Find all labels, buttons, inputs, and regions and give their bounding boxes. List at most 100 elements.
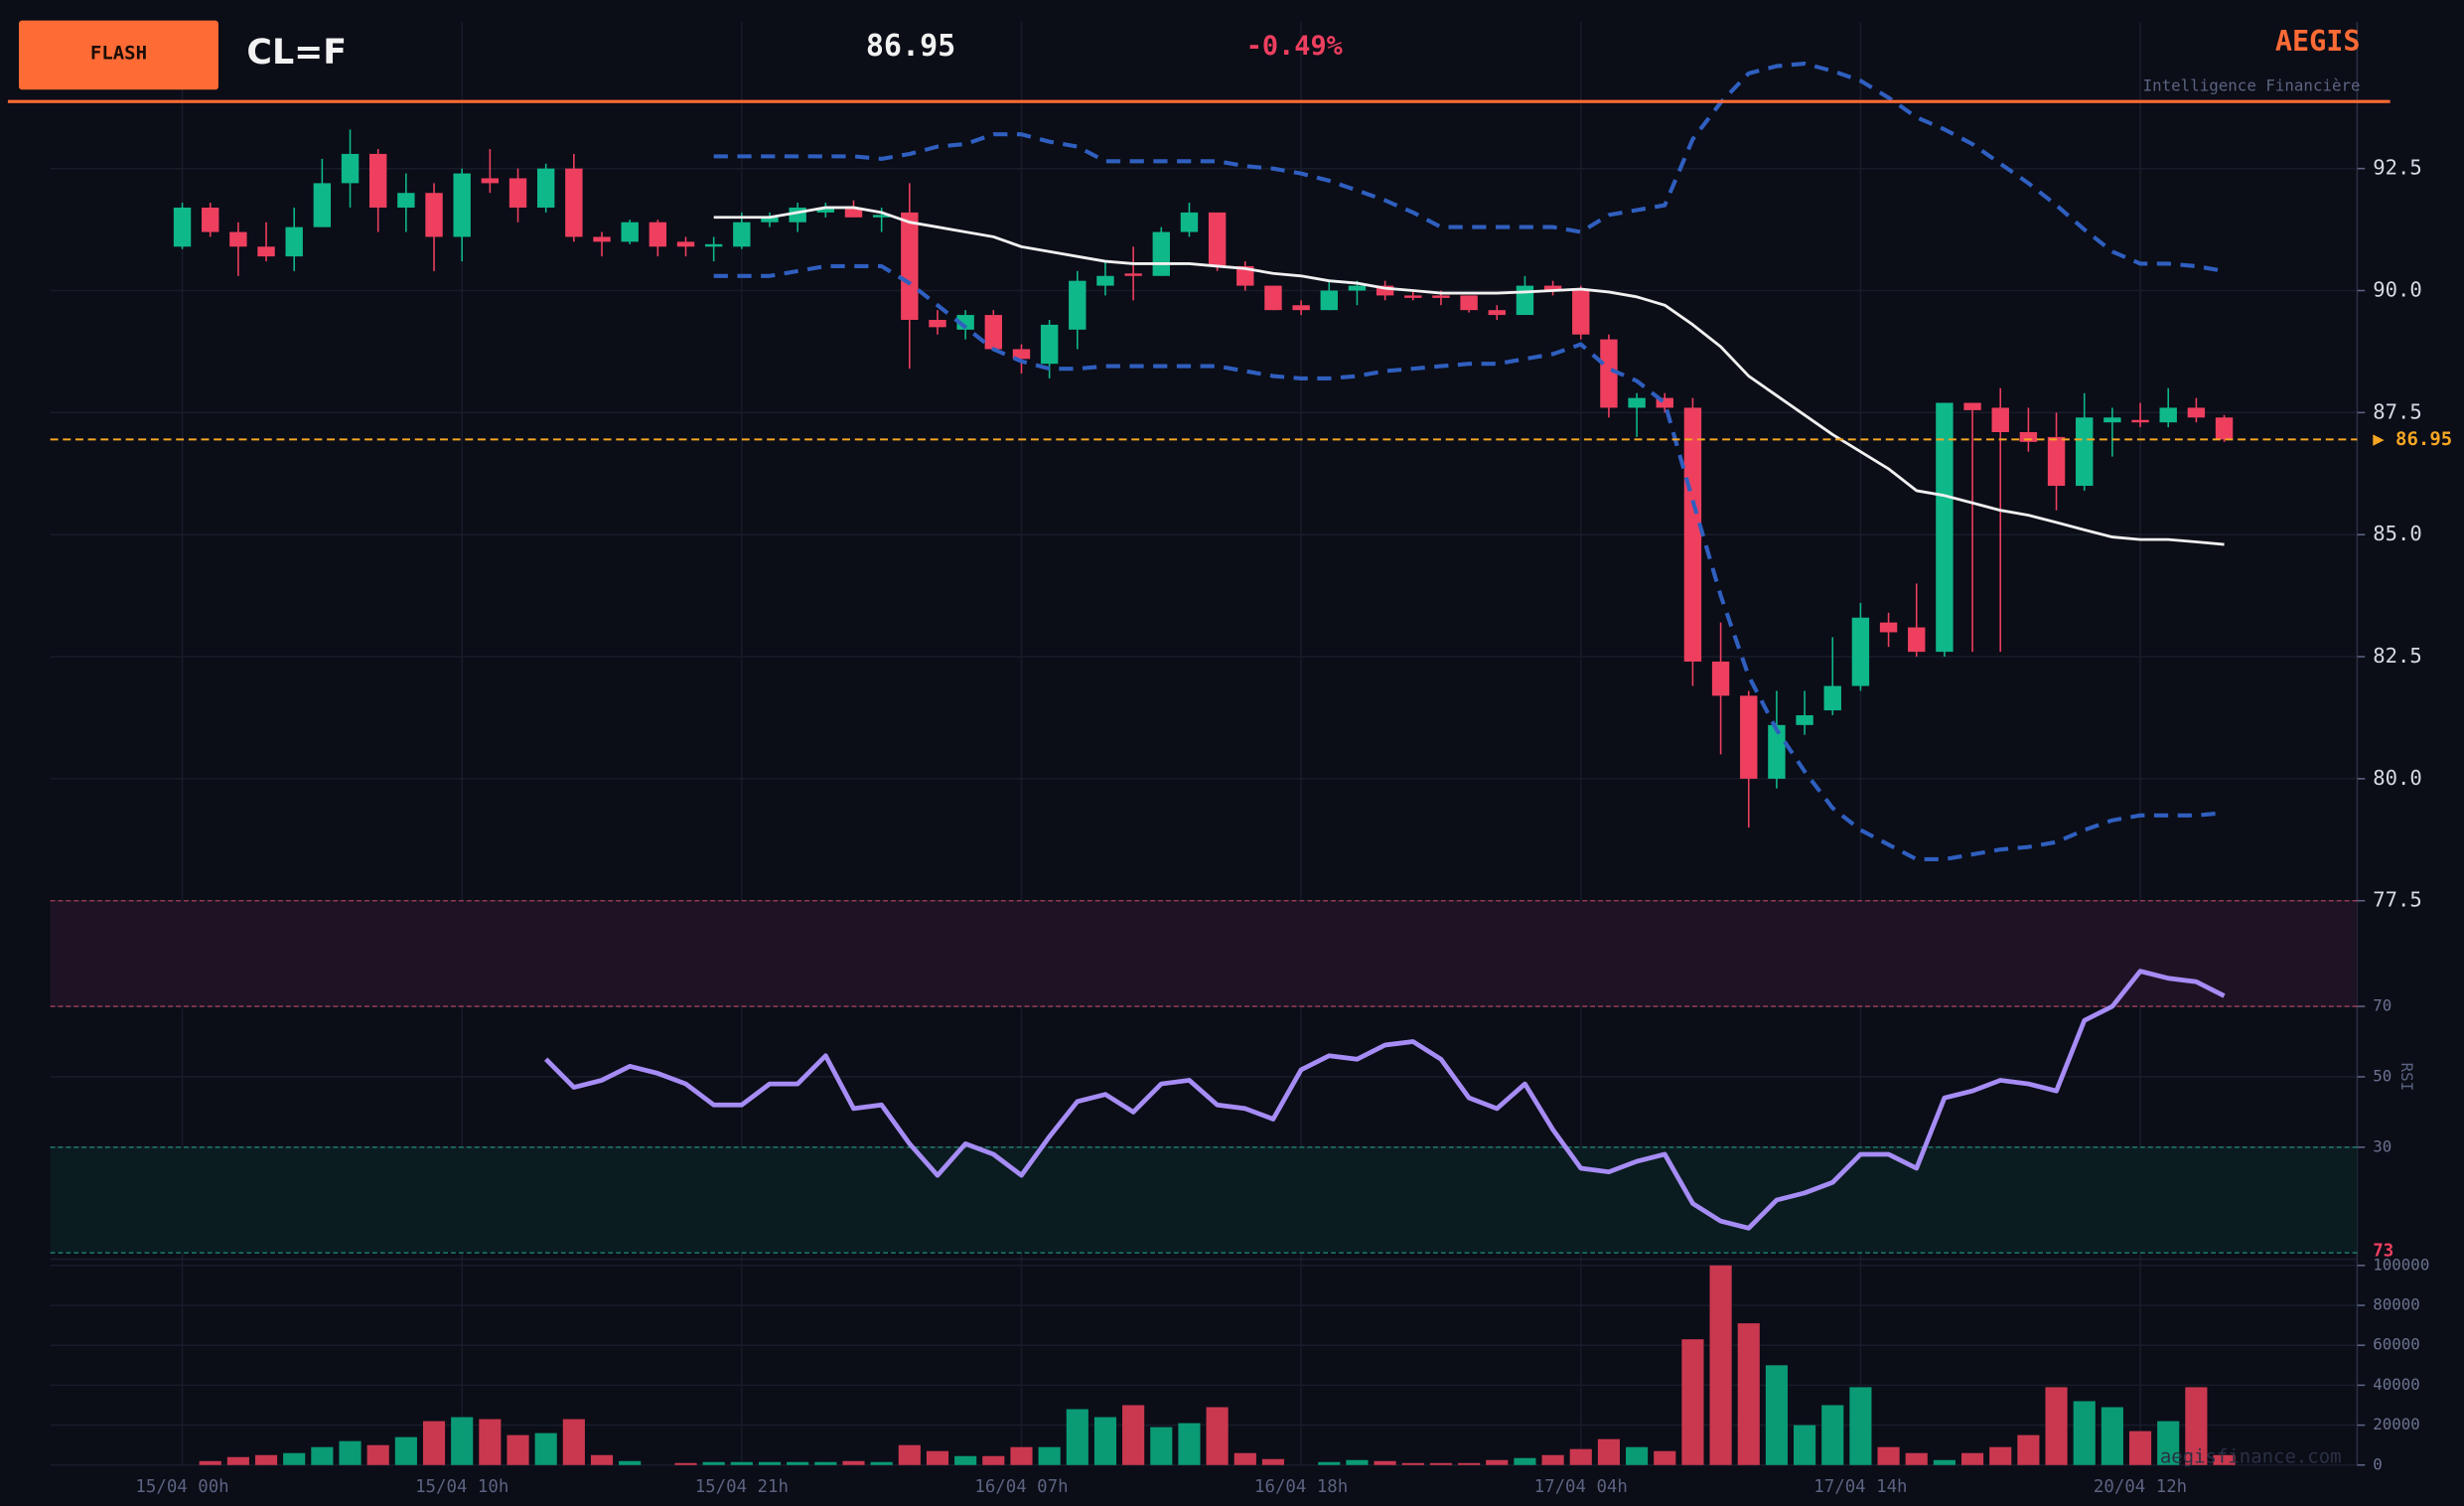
last-price: 86.95 (866, 29, 955, 64)
candle-body (1963, 402, 1981, 410)
volume-bar (479, 1419, 502, 1465)
candle-body (1040, 324, 1059, 365)
candle-body (1404, 295, 1422, 298)
candle-body (2215, 417, 2234, 440)
volume-bar (1541, 1454, 1564, 1465)
volume-bar (619, 1460, 642, 1465)
x-tick-label: 15/04 21h (695, 1477, 789, 1497)
candle-body (1376, 285, 1394, 296)
volume-bar (898, 1444, 921, 1465)
candle-body (1264, 285, 1282, 311)
candle-body (2076, 417, 2094, 487)
volume-bar (1374, 1460, 1396, 1465)
candle-body (1096, 275, 1114, 286)
last-price-label: ▶ 86.95 (2373, 428, 2452, 450)
candle-body (1069, 280, 1087, 330)
volume-bar (870, 1461, 893, 1465)
volume-bar (366, 1444, 389, 1465)
candle-body (704, 243, 723, 247)
candle-body (2103, 417, 2121, 423)
candle-body (593, 236, 611, 242)
volume-bar (562, 1419, 585, 1465)
mark-layer (50, 61, 2358, 1465)
candle-body (1460, 295, 1478, 311)
volume-bar (2157, 1421, 2180, 1465)
candle-body (2131, 419, 2149, 423)
badge-box (18, 20, 218, 90)
rsi-value-label: 73 (2373, 1242, 2393, 1262)
candle-body (1656, 397, 1673, 408)
y-tick-label: 82.5 (2373, 644, 2421, 668)
volume-bar (2128, 1431, 2152, 1465)
candle-body (1740, 695, 1758, 779)
candle-body (1432, 295, 1450, 298)
candle-body (2187, 407, 2206, 418)
y-tick-label: 92.5 (2373, 156, 2421, 180)
candle-body (202, 207, 219, 232)
candle-body (285, 226, 303, 257)
candle-body (733, 222, 751, 247)
volume-bar (507, 1434, 529, 1465)
volume-bar (254, 1454, 278, 1465)
volume-bar (339, 1440, 362, 1465)
volume-bar (674, 1462, 697, 1465)
candle-body (1991, 407, 2009, 433)
volume-bar (1093, 1417, 1117, 1465)
volume-bar (226, 1456, 249, 1465)
volume-bar (814, 1461, 837, 1465)
y-tick-label: 0 (2373, 1454, 2383, 1473)
symbol: CL=F (246, 33, 347, 73)
candle-body (1124, 273, 1142, 276)
candle-body (649, 222, 667, 247)
volume-bar (1122, 1405, 1145, 1465)
candle-body (929, 319, 946, 328)
candle-body (397, 193, 415, 208)
y-tick-label: 80.0 (2373, 766, 2421, 790)
candle-body (341, 153, 360, 184)
volume-bar (283, 1452, 306, 1465)
y-tick-label: 90.0 (2373, 278, 2421, 302)
volume-bar (1737, 1323, 1760, 1465)
volume-bar (2045, 1387, 2068, 1465)
volume-bar (1401, 1462, 1424, 1465)
y-tick-label: 50 (2373, 1066, 2392, 1085)
candle-body (1600, 339, 1618, 408)
candle-body (1320, 290, 1338, 311)
grid-layer (50, 22, 2366, 1466)
candle-body (1012, 349, 1031, 360)
candle-body (1572, 290, 1590, 335)
volume-bar (1681, 1339, 1704, 1465)
y-tick-label: 30 (2373, 1136, 2392, 1155)
candle-body (368, 153, 387, 208)
badge: FLASH (90, 42, 147, 64)
volume-bar (1458, 1462, 1481, 1465)
rsi-line (543, 969, 2226, 1231)
volume-bar (982, 1455, 1005, 1465)
y-tick-label: 77.5 (2373, 888, 2421, 912)
y-tick-label: 20000 (2373, 1415, 2420, 1433)
volume-bar (1318, 1461, 1341, 1465)
candle-body (621, 222, 639, 242)
candle-body (2047, 436, 2066, 487)
candle-body (1348, 285, 1367, 291)
rsi-zone (50, 900, 2358, 1007)
candle-body (1628, 397, 1646, 408)
candle-body (1543, 285, 1562, 291)
volume-bar (1178, 1423, 1201, 1465)
volume-bar (1626, 1446, 1649, 1465)
volume-bar (1429, 1462, 1453, 1465)
candle-body (761, 217, 779, 223)
x-tick-label: 17/04 14h (1813, 1477, 1907, 1497)
x-tick-label: 17/04 04h (1534, 1477, 1628, 1497)
volume-bar (394, 1436, 417, 1465)
tagline: Intelligence Financière (2143, 76, 2361, 95)
candle-body (1851, 617, 1870, 686)
candle-body (1683, 407, 1702, 662)
volume-bar (422, 1421, 446, 1465)
volume-bar (590, 1454, 614, 1465)
volume-bar (2073, 1401, 2096, 1465)
candle-body (536, 168, 555, 208)
volume-bar (926, 1450, 949, 1465)
